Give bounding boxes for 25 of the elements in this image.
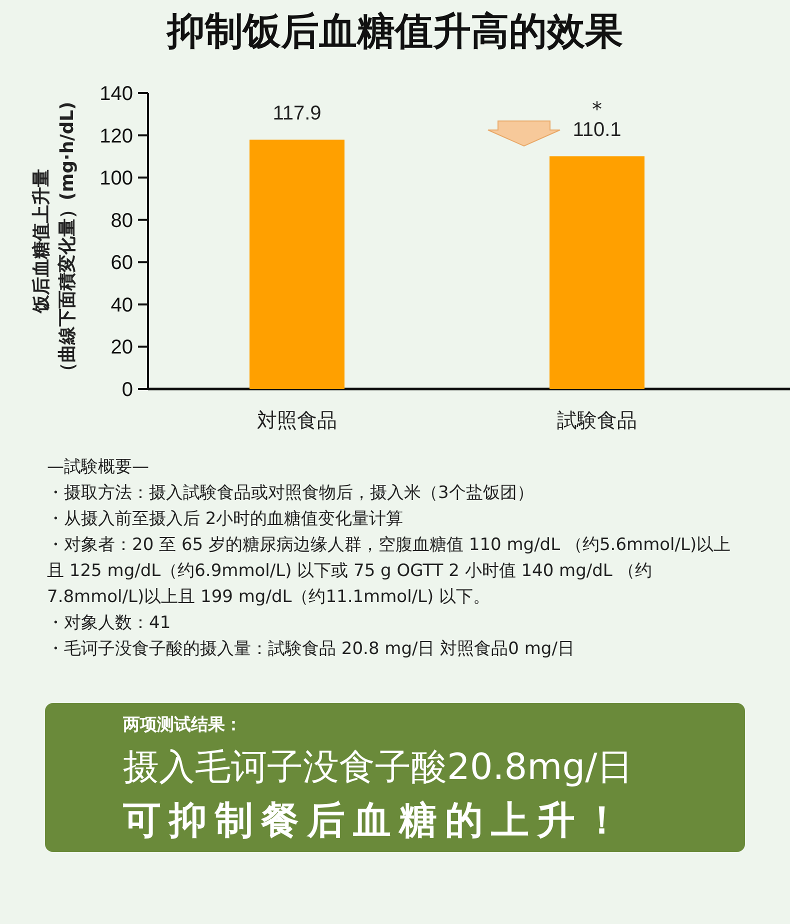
text: ・毛诃子没食子酸的摄入量：試験食品 20.8 mg/日 対照食品0 mg/日 bbox=[47, 638, 576, 661]
text: ・摄取方法：摄入試験食品或对照食物后，摄入米（3个盐饭团） bbox=[47, 482, 535, 505]
y-tick-label: 60 bbox=[110, 252, 133, 274]
x-tick-label: 対照食品 bbox=[257, 408, 337, 432]
y-tick-label: 80 bbox=[110, 210, 133, 232]
text: 摄入毛诃子没食子酸20.8mg/日 bbox=[123, 746, 634, 790]
x-tick-label: 試験食品 bbox=[557, 408, 637, 432]
y-tick-label: 120 bbox=[100, 125, 133, 148]
text: 可抑制餐后血糖的上升！ bbox=[123, 797, 629, 844]
y-tick-label: 20 bbox=[110, 336, 133, 359]
title: 抑制饭后血糖值升高的效果 bbox=[165, 8, 624, 55]
y-tick-label: 0 bbox=[122, 379, 133, 401]
text: ・对象者：20 至 65 岁的糖尿病边缘人群，空腹血糖值 110 mg/dL （约5.6mmol/L)以上且 125 mg/dL（约6.9mmol/L) 以下或 75 g OGTT 2 小时值 140 mg/dL （约7.8mmol/L)以上且 199 mg/dL（约11.1mmol/L) 以下。 bbox=[47, 534, 732, 609]
text: ・对象人数：41 bbox=[47, 612, 172, 635]
y-tick-label: 140 bbox=[100, 83, 133, 105]
text: 两项测试结果： bbox=[123, 714, 242, 736]
data-label: 117.9 bbox=[272, 102, 322, 125]
y-tick-label: 100 bbox=[100, 168, 133, 190]
y-tick-label: 40 bbox=[110, 294, 133, 316]
text: ・从摄入前至摄入后 2小时的血糖值变化量计算 bbox=[47, 508, 404, 531]
ylabel: 饭后血糖值上升量 bbox=[31, 169, 52, 313]
ylabel: （曲線下面積変化量）(mg·h/dL) bbox=[57, 102, 78, 380]
text: —試験概要— bbox=[47, 456, 150, 479]
annotation: * bbox=[592, 97, 602, 122]
data-label: 110.1 bbox=[572, 119, 622, 142]
